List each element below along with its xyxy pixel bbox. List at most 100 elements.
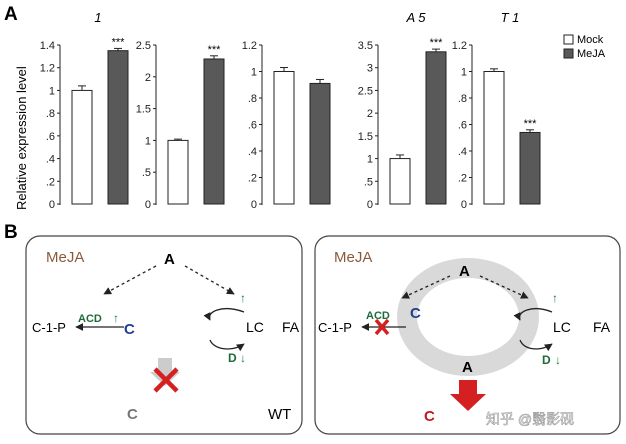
- diagram-right: MeJA A C-1-P ACD C LC FA ↑ D ↓ A C: [314, 235, 621, 435]
- y-tick-label: 0: [251, 199, 257, 211]
- diagram-right-c: C: [410, 305, 421, 322]
- chart-title: T 1: [501, 10, 520, 25]
- y-tick-label: 1.2: [452, 40, 467, 52]
- diagram-right-c-bottom: C: [424, 408, 435, 425]
- y-tick-label: 1.4: [40, 40, 55, 52]
- significance-label: ***: [112, 36, 126, 48]
- diagram-left-d: D: [228, 351, 237, 365]
- diagram-left-c1p: C-1-P: [32, 320, 66, 335]
- diagram-right-fa: FA: [593, 319, 611, 335]
- panel-b-letter: B: [4, 222, 18, 243]
- diagram-left-title: MeJA: [46, 249, 84, 266]
- legend-label-meja: MeJA: [577, 48, 606, 60]
- curved-arrow-lc-upper-right: [513, 308, 553, 321]
- diagram-left-fa: FA: [282, 319, 300, 335]
- grey-ring: [397, 258, 539, 376]
- y-tick-label: 1.5: [136, 104, 151, 116]
- legend-label-mock: Mock: [577, 34, 604, 46]
- significance-label: ***: [524, 118, 538, 130]
- bar-meja: [107, 50, 129, 205]
- bar-meja: [309, 82, 331, 205]
- grey-down-arrow-icon: [150, 358, 180, 386]
- bar-mock: [167, 139, 189, 205]
- bar-meja: [425, 51, 447, 205]
- diagram-left-genotype: WT: [268, 406, 291, 423]
- legend-swatch-meja: [563, 48, 574, 59]
- diagram-right-lc: LC: [553, 319, 571, 335]
- y-tick-label: .8: [46, 108, 55, 120]
- diagram-left-c: C: [124, 321, 135, 338]
- y-tick-label: .4: [458, 146, 467, 158]
- bar-mock: [273, 71, 295, 205]
- y-tick-label: 0: [367, 199, 373, 211]
- y-tick-label: 2.5: [136, 40, 151, 52]
- diagram-left-lc: LC: [246, 319, 264, 335]
- bar-mock: [389, 158, 411, 205]
- green-down-arrow-icon: ↓: [240, 351, 246, 365]
- y-tick-label: .5: [142, 167, 151, 179]
- bar-meja: [519, 131, 541, 205]
- dashed-arrow-a-to-c: [103, 265, 157, 295]
- y-tick-label: .6: [248, 120, 257, 132]
- watermark: 知乎 @翳影砚: [486, 411, 574, 427]
- chart-title: A 5: [405, 10, 426, 25]
- green-down-arrow-icon: ↓: [555, 353, 561, 367]
- y-tick-label: .2: [248, 173, 257, 185]
- y-tick-label: .2: [46, 176, 55, 188]
- y-tick-label: 0: [49, 199, 55, 211]
- dashed-arrow-a-to-c-right: [401, 275, 451, 299]
- diagram-left-a: A: [164, 251, 175, 268]
- y-tick-label: 3.5: [358, 40, 373, 52]
- y-tick-label: .8: [458, 93, 467, 105]
- y-tick-label: .4: [248, 146, 257, 158]
- y-tick-label: .8: [248, 93, 257, 105]
- dashed-arrow-a-to-lc-right: [479, 275, 529, 299]
- y-tick-label: 1.5: [358, 131, 373, 143]
- green-up-arrow-icon: ↑: [113, 311, 119, 325]
- bar-mock: [71, 89, 93, 205]
- y-tick-label: 1.2: [242, 40, 257, 52]
- y-tick-label: 1.2: [40, 63, 55, 75]
- diagram-right-c1p: C-1-P: [318, 320, 352, 335]
- bar-mock: [483, 71, 505, 205]
- diagram-right-d: D: [542, 353, 551, 367]
- curved-arrow-lc-lower: [209, 339, 245, 352]
- y-tick-label: 1: [145, 135, 151, 147]
- diagram-left-frame: [25, 235, 303, 435]
- y-axis-label: Relative expression level: [14, 66, 29, 210]
- red-cross-icon: [153, 367, 179, 393]
- y-tick-label: .4: [46, 154, 55, 166]
- significance-label: ***: [208, 44, 222, 56]
- y-tick-label: 2: [145, 72, 151, 84]
- y-tick-label: .6: [458, 120, 467, 132]
- y-tick-label: .2: [458, 173, 467, 185]
- diagram-right-title: MeJA: [334, 249, 372, 266]
- red-cross-small-icon: [374, 318, 390, 336]
- y-tick-label: 1: [367, 154, 373, 166]
- diagram-right-frame: [314, 235, 621, 435]
- y-tick-label: 3: [367, 63, 373, 75]
- diagram-right-acd: ACD: [366, 310, 390, 322]
- y-tick-label: .6: [46, 131, 55, 143]
- legend-swatch-mock: [563, 34, 574, 45]
- diagram-right-a-top: A: [459, 263, 470, 280]
- bar-meja: [203, 58, 225, 205]
- legend: Mock MeJA: [563, 34, 606, 60]
- y-tick-label: 1: [461, 67, 467, 79]
- chart-title: 1: [94, 10, 101, 25]
- diagram-left-c-bottom: C: [127, 406, 138, 423]
- y-tick-label: 0: [145, 199, 151, 211]
- y-tick-label: 0: [461, 199, 467, 211]
- panel-a-letter: A: [4, 4, 18, 25]
- diagram-left-wt: MeJA A C-1-P ACD ↑ C LC FA ↑ D ↓ C WT: [25, 235, 303, 435]
- curved-arrow-lc-upper: [203, 308, 245, 321]
- significance-label: ***: [430, 37, 444, 49]
- y-tick-label: .5: [364, 176, 373, 188]
- green-up-arrow-icon: ↑: [240, 291, 246, 305]
- green-up-arrow-icon: ↑: [552, 291, 558, 305]
- red-down-arrow-icon: [450, 380, 486, 411]
- y-tick-label: 1: [251, 67, 257, 79]
- curved-arrow-lc-lower-right: [519, 339, 553, 352]
- diagram-right-a-bottom: A: [462, 359, 473, 376]
